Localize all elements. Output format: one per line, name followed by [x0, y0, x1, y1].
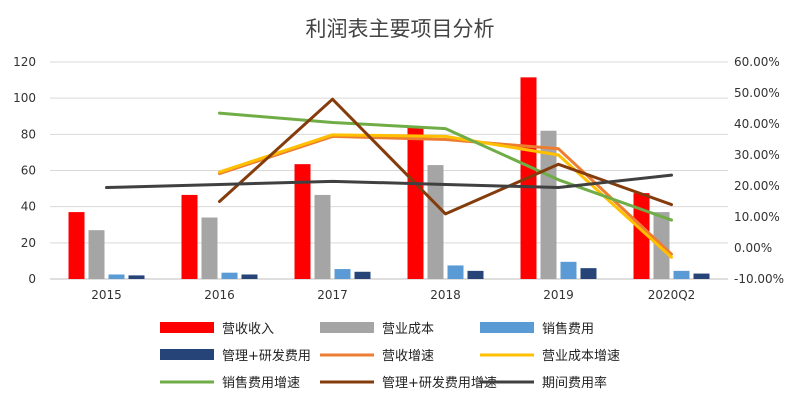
legend-label: 营收增速 [382, 349, 434, 364]
y-right-tick-label: 50.00% [734, 86, 780, 100]
bar [693, 273, 710, 279]
bar [633, 193, 650, 279]
legend-label: 销售费用增速 [222, 375, 300, 391]
y-left-tick-label: 0 [28, 272, 36, 286]
bar [447, 265, 464, 279]
y-right-tick-label: 0.00% [734, 241, 772, 255]
legend-label: 营收收入 [222, 322, 274, 337]
bar [241, 274, 258, 279]
bar [68, 212, 85, 279]
y-left-tick-label: 100 [13, 91, 36, 105]
bar [314, 194, 331, 279]
y-right-tick-label: 10.00% [734, 210, 780, 224]
bar [201, 217, 218, 279]
legend-swatch [160, 349, 214, 360]
bar [294, 164, 311, 279]
legend-label: 销售费用 [542, 321, 594, 337]
y-right-tick-label: 40.00% [734, 117, 780, 131]
gridlines [50, 61, 728, 280]
bar [580, 268, 597, 279]
legend-label: 管理+研发费用增速 [382, 375, 497, 391]
y-left-tick-label: 20 [21, 236, 36, 250]
bar [108, 274, 125, 279]
x-tick-label: 2015 [91, 288, 122, 302]
chart-title: 利润表主要项目分析 [306, 17, 495, 41]
bar [407, 127, 424, 279]
legend-swatch [480, 322, 534, 333]
axes: 0 20 40 60 80 100 120 -10.00% 0.00% 10.00% 20.00% 3… [13, 55, 784, 302]
legend-swatch [160, 322, 214, 333]
legend-label: 营业成本增速 [542, 349, 620, 364]
bar [334, 269, 351, 279]
bar [467, 270, 484, 279]
y-left-tick-label: 120 [13, 55, 36, 69]
bars [68, 77, 710, 279]
y-right-tick-label: 30.00% [734, 148, 780, 162]
bar [427, 165, 444, 279]
y-left-tick-label: 40 [21, 200, 36, 214]
bar [354, 271, 371, 279]
x-tick-label: 2016 [204, 288, 235, 302]
x-tick-label: 2019 [543, 288, 574, 302]
series-line [218, 133, 673, 259]
legend-label: 营业成本 [382, 322, 434, 337]
legend-label: 期间费用率 [542, 375, 607, 391]
y-right-tick-label: 60.00% [734, 55, 780, 69]
x-tick-label: 2017 [317, 288, 348, 302]
series-line [218, 97, 673, 216]
lines [105, 97, 673, 259]
bar [560, 261, 577, 279]
y-left-tick-label: 60 [21, 164, 36, 178]
bar [128, 275, 145, 279]
legend-label: 管理+研发费用 [222, 348, 311, 364]
bar [673, 270, 690, 279]
bar [181, 194, 198, 279]
legend-swatch [320, 322, 374, 333]
series-line [105, 173, 673, 190]
y-right-tick-label: 20.00% [734, 179, 780, 193]
x-tick-label: 2018 [430, 288, 461, 302]
x-tick-label: 2020Q2 [648, 288, 696, 302]
bar [88, 230, 105, 279]
series-line [218, 111, 673, 222]
bar [221, 272, 238, 279]
y-left-tick-label: 80 [21, 127, 36, 141]
y-right-tick-label: -10.00% [734, 272, 784, 286]
